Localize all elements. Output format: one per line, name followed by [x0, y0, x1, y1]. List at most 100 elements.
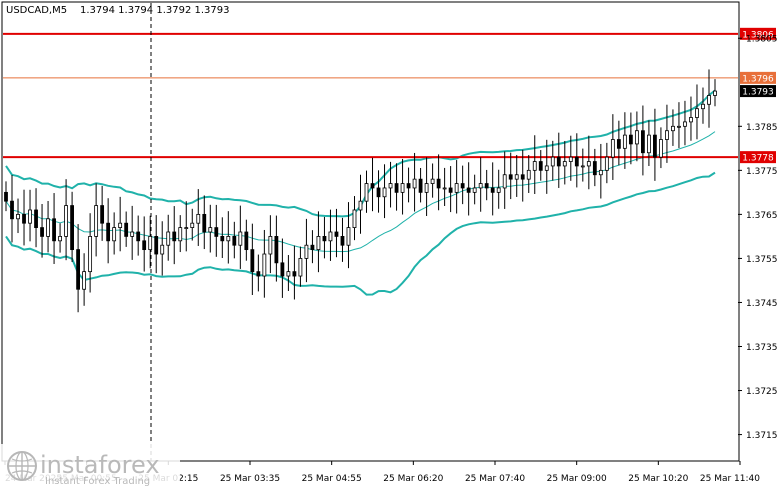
candle-body [160, 244, 165, 255]
candle [208, 204, 213, 253]
candle-body [76, 249, 81, 290]
candle-body [454, 183, 459, 193]
candle [418, 167, 423, 203]
current-price-label: 1.3793 [742, 88, 774, 98]
candle-body [370, 183, 375, 189]
candle-body [701, 103, 705, 110]
candle-body [100, 205, 105, 224]
candle-body [448, 187, 453, 193]
instaforex-logo-icon [7, 451, 37, 481]
candle-body [586, 161, 591, 167]
candle-body [713, 90, 717, 96]
candle-body [82, 271, 87, 290]
candle-body [520, 174, 525, 180]
x-tick-label: 25 Mar 11:40 [700, 474, 760, 484]
candle [70, 191, 74, 263]
x-tick-label: 25 Mar 06:20 [383, 474, 443, 484]
x-tick-label: 25 Mar 10:20 [628, 474, 688, 484]
candle [466, 162, 471, 216]
x-tick-label: 25 Mar 04:55 [302, 474, 362, 484]
candle [550, 140, 555, 181]
watermark: instaforex Instant Forex Trading [0, 444, 180, 489]
candle [352, 196, 357, 241]
candle-body [64, 205, 68, 237]
candle [52, 193, 56, 264]
candle [707, 69, 711, 128]
candle [112, 212, 117, 255]
candle-body [677, 125, 681, 128]
candle-body [322, 236, 327, 242]
candle [695, 84, 699, 140]
candle [22, 189, 26, 246]
candle [556, 132, 561, 188]
candle [340, 217, 345, 262]
y-tick-label: 1.3785 [746, 123, 778, 133]
candle [268, 215, 273, 274]
candle-body [262, 253, 267, 277]
candle-body [10, 200, 14, 220]
candle-body [442, 187, 447, 190]
candle [460, 165, 465, 205]
candle-body [472, 187, 477, 193]
candle [442, 167, 447, 207]
candle [166, 214, 171, 261]
candle-body [34, 209, 38, 228]
candle-body [340, 236, 345, 246]
candle-body [166, 231, 171, 246]
candle-body [94, 205, 99, 237]
candle-body [634, 130, 639, 145]
candle-body [88, 236, 93, 273]
candle-body [244, 231, 249, 251]
candle [244, 219, 249, 261]
candle-body [58, 236, 62, 242]
candle [280, 238, 285, 298]
candle [184, 201, 189, 252]
candle-body [622, 134, 627, 149]
candle [286, 255, 291, 291]
candle [653, 108, 657, 181]
candle [34, 188, 38, 248]
candle-body [154, 236, 159, 255]
candle [616, 120, 621, 166]
y-tick-label: 1.3725 [746, 387, 778, 397]
candle-body [298, 258, 303, 277]
candle-body [388, 183, 393, 189]
candle-body [136, 231, 141, 242]
candle [689, 96, 693, 141]
candle-body [286, 271, 291, 277]
candle-body [460, 183, 465, 189]
candle [262, 229, 267, 298]
candle [520, 149, 525, 202]
candle-body [568, 156, 573, 162]
candle [58, 223, 62, 253]
candle [202, 195, 207, 250]
candle [677, 102, 681, 149]
candle-body [430, 178, 435, 184]
candle [10, 174, 14, 243]
candle-body [394, 183, 399, 193]
candle-body [364, 183, 369, 202]
candle-body [268, 236, 273, 255]
candle-body [538, 161, 543, 171]
candle-body [574, 156, 579, 167]
candle [226, 211, 231, 264]
candle [172, 206, 177, 265]
candle-body [238, 231, 243, 246]
candle [628, 112, 633, 165]
y-tick-label: 1.3755 [746, 255, 778, 265]
candle-body [490, 187, 495, 193]
candle-body [604, 156, 609, 171]
candle-body [280, 262, 285, 277]
candle-body [400, 183, 405, 193]
level-tag [740, 151, 776, 164]
level-label: 1.3778 [742, 154, 774, 164]
y-tick-label: 1.3715 [746, 431, 778, 441]
candle [370, 157, 375, 212]
candle-body [532, 161, 537, 171]
candle-body [16, 213, 20, 220]
candle [568, 135, 573, 181]
candle-body [436, 178, 441, 189]
candle-body [610, 139, 615, 158]
candle-body [328, 231, 333, 242]
